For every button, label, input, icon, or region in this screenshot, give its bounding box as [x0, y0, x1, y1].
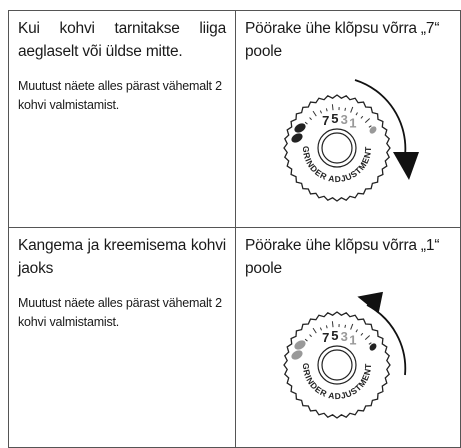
problem-text: Kangema ja kreemisema kohvi jaoks: [18, 234, 226, 280]
dial-number: 3: [341, 112, 348, 127]
dial-number: 5: [331, 328, 338, 343]
arrowhead: [357, 290, 388, 318]
dial-number: 1: [349, 116, 356, 131]
table-row: Kangema ja kreemisema kohvi jaoks Muutus…: [9, 228, 461, 448]
note-text: Muutust näete alles pärast vähemalt 2 ko…: [18, 294, 226, 332]
cell: Kui kohvi tarnitakse liiga aeglaselt või…: [9, 11, 236, 228]
dial-number: 7: [322, 113, 329, 128]
dial-number: 1: [349, 333, 356, 348]
dial-tick: [345, 325, 346, 328]
dial-number: 3: [341, 329, 348, 344]
troubleshoot-table: Kui kohvi tarnitakse liiga aeglaselt või…: [8, 10, 461, 448]
dial-number: 7: [322, 330, 329, 345]
table-row: Kui kohvi tarnitakse liiga aeglaselt või…: [9, 11, 461, 228]
dial-number: 5: [331, 111, 338, 126]
dial-center: [322, 350, 352, 380]
dial-tick: [332, 321, 333, 327]
action-text: Pöörake ühe klõpsu võrra „7“ poole: [245, 17, 451, 63]
action-text: Pöörake ühe klõpsu võrra „1“ poole: [245, 234, 451, 280]
cell: Kangema ja kreemisema kohvi jaoks Muutus…: [9, 228, 236, 448]
problem-text: Kui kohvi tarnitakse liiga aeglaselt või…: [18, 17, 226, 63]
note-text: Muutust näete alles pärast vähemalt 2 ko…: [18, 77, 226, 115]
dial-center: [322, 133, 352, 163]
dial-tick: [345, 108, 346, 111]
dial-tick: [332, 104, 333, 110]
arrowhead: [393, 152, 419, 180]
